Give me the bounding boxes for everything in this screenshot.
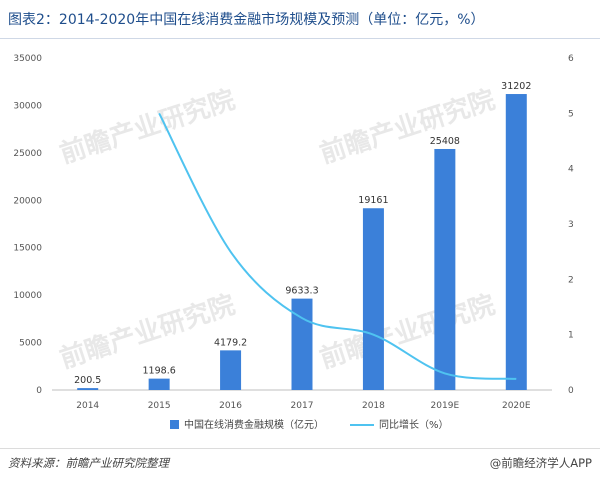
x-axis-tick-label: 2018 bbox=[362, 401, 385, 411]
title-bar: 图表2：2014-2020年中国在线消费金融市场规模及预测（单位：亿元，%） bbox=[0, 0, 600, 40]
left-axis-tick-label: 0 bbox=[36, 386, 42, 396]
footer-divider bbox=[0, 448, 600, 449]
title-divider bbox=[0, 38, 600, 39]
bar bbox=[362, 208, 384, 390]
growth-line bbox=[158, 112, 517, 380]
bar-data-label: 31202 bbox=[501, 81, 531, 92]
line-series bbox=[158, 112, 517, 380]
legend-bar-label: 中国在线消费金融规模（亿元） bbox=[184, 418, 324, 431]
bar bbox=[220, 350, 242, 390]
watermark-text: 前瞻产业研究院 bbox=[56, 289, 239, 375]
x-axis: 2014 2015 2016 2017 2018 2019E 2020E bbox=[52, 389, 552, 411]
legend: 中国在线消费金融规模（亿元） 同比增长（%） bbox=[170, 418, 449, 431]
left-axis-tick-label: 25000 bbox=[13, 149, 42, 159]
left-axis: 0 5000 10000 15000 20000 25000 30000 35000 bbox=[13, 54, 42, 396]
left-axis-tick-label: 10000 bbox=[13, 291, 42, 301]
x-axis-tick-label: 2019E bbox=[431, 401, 460, 411]
bar-data-label: 25408 bbox=[430, 136, 460, 147]
x-axis-tick-label: 2017 bbox=[291, 401, 314, 411]
right-axis-tick-label: 3 bbox=[568, 220, 574, 230]
chart-title: 图表2：2014-2020年中国在线消费金融市场规模及预测（单位：亿元，%） bbox=[8, 12, 485, 28]
right-axis-tick-label: 6 bbox=[568, 54, 574, 64]
bar-data-label: 19161 bbox=[358, 195, 388, 206]
left-axis-tick-label: 20000 bbox=[13, 196, 42, 206]
bar bbox=[434, 148, 456, 390]
x-axis-tick-label: 2014 bbox=[76, 401, 99, 411]
x-axis-tick-label: 2020E bbox=[502, 401, 531, 411]
left-axis-tick-label: 30000 bbox=[13, 101, 42, 111]
bar-data-label: 1198.6 bbox=[143, 366, 176, 377]
footer: 资料来源：前瞻产业研究院整理 @前瞻经济学人APP bbox=[0, 448, 600, 477]
source-note: 资料来源：前瞻产业研究院整理 bbox=[8, 456, 169, 470]
bar bbox=[77, 388, 99, 390]
bar-data-label: 200.5 bbox=[74, 375, 101, 386]
left-axis-tick-label: 35000 bbox=[13, 54, 42, 64]
bar bbox=[148, 378, 170, 390]
legend-line-label: 同比增长（%） bbox=[379, 418, 449, 431]
bar bbox=[505, 94, 527, 391]
right-axis-tick-label: 1 bbox=[568, 331, 574, 341]
bar-data-label: 9633.3 bbox=[285, 286, 318, 297]
watermark-text: 前瞻产业研究院 bbox=[56, 84, 239, 170]
x-axis-tick-label: 2016 bbox=[219, 401, 242, 411]
right-axis-tick-label: 2 bbox=[568, 275, 574, 285]
watermark-text: 前瞻产业研究院 bbox=[316, 84, 499, 170]
left-axis-tick-label: 15000 bbox=[13, 244, 42, 254]
bar bbox=[291, 298, 313, 390]
legend-bar-swatch bbox=[170, 420, 179, 429]
right-axis-tick-label: 5 bbox=[568, 109, 574, 119]
left-axis-tick-label: 5000 bbox=[19, 339, 42, 349]
right-axis: 0 1 2 3 4 5 6 bbox=[568, 54, 574, 396]
right-axis-tick-label: 4 bbox=[568, 165, 574, 175]
bar-series bbox=[77, 94, 527, 391]
bar-data-label: 4179.2 bbox=[214, 337, 247, 348]
bar-data-labels: 200.5 1198.6 4179.2 9633.3 19161 25408 31202 bbox=[74, 81, 531, 386]
brand-credit: @前瞻经济学人APP bbox=[489, 456, 592, 470]
watermark-text: 前瞻产业研究院 bbox=[316, 289, 499, 375]
x-axis-tick-label: 2015 bbox=[148, 401, 171, 411]
right-axis-tick-label: 0 bbox=[568, 386, 574, 396]
